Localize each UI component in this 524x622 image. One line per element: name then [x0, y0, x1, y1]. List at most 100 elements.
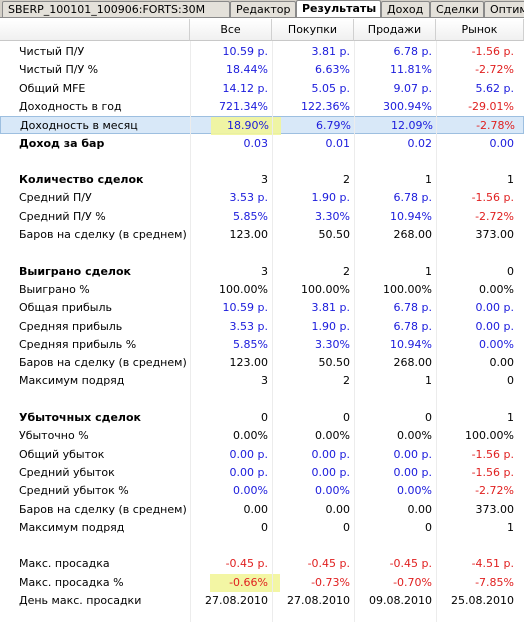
value-buys: 100.00% — [301, 283, 350, 296]
value-buys: 5.05 р. — [311, 82, 350, 95]
column-divider — [190, 41, 191, 622]
value-buys: 50.50 — [318, 228, 351, 241]
spacer-row — [0, 391, 524, 409]
value-buys — [272, 391, 350, 409]
table-row[interactable]: Общий убыток 0.00 р. 0.00 р. 0.00 р. -1.56 р… — [0, 446, 524, 464]
value-all — [190, 537, 268, 555]
value-sells: 268.00 — [393, 228, 433, 241]
value-buys: 0.00% — [315, 484, 350, 497]
header-all[interactable]: Все — [190, 19, 272, 41]
table-row[interactable]: Убыточных сделок 0 0 0 1 — [0, 409, 524, 427]
value-all: -0.66% — [229, 576, 268, 589]
table-row[interactable]: Баров на сделку (в среднем) 123.00 50.50 26… — [0, 354, 524, 372]
table-row[interactable]: День макс. просадки 27.08.2010 27.08.2010 0… — [0, 592, 524, 610]
row-label: Доходность в месяц — [20, 119, 138, 132]
table-row[interactable]: Количество сделок 3 2 1 1 — [0, 171, 524, 189]
header-market[interactable]: Рынок — [436, 19, 524, 41]
value-market — [436, 391, 514, 409]
header-label-column[interactable] — [0, 19, 190, 41]
value-sells: 300.94% — [383, 100, 432, 113]
table-row[interactable]: Средний убыток % 0.00% 0.00% 0.00% -2.72% — [0, 482, 524, 500]
table-row[interactable]: Средний П/У % 5.85% 3.30% 10.94% -2.72% — [0, 208, 524, 226]
row-label: Баров на сделку (в среднем) — [19, 356, 187, 369]
tab-income[interactable]: Доход — [381, 1, 430, 17]
value-all: 27.08.2010 — [205, 594, 268, 607]
value-market: -2.72% — [475, 63, 514, 76]
table-row[interactable]: Чистый П/У 10.59 р. 3.81 р. 6.78 р. -1.56 р. — [0, 43, 524, 61]
table-row[interactable]: Доходность в год 721.34% 122.36% 300.94% -29… — [0, 98, 524, 116]
value-sells: 09.08.2010 — [369, 594, 432, 607]
table-row[interactable]: Выиграно сделок 3 2 1 0 — [0, 263, 524, 281]
table-row[interactable]: Макс. просадка -0.45 р. -0.45 р. -0.45 р. -4… — [0, 555, 524, 573]
table-row[interactable]: Макс. просадка % -0.66% -0.73% -0.70% -7.85% — [0, 574, 524, 592]
table-row[interactable]: Максимум подряд 0 0 0 1 — [0, 519, 524, 537]
header-sells[interactable]: Продажи — [354, 19, 436, 41]
table-row[interactable]: Выиграно % 100.00% 100.00% 100.00% 0.00% — [0, 281, 524, 299]
tab-instrument[interactable]: SBERP_100101_100906:FORTS:30M — [2, 1, 230, 17]
value-market: -2.72% — [475, 484, 514, 497]
value-all: 0.00 — [243, 503, 269, 516]
value-market: 0.00% — [479, 338, 514, 351]
table-row[interactable]: Максимум подряд 3 2 1 0 — [0, 372, 524, 390]
table-row[interactable]: Чистый П/У % 18.44% 6.63% 11.81% -2.72% — [0, 61, 524, 79]
header-buys[interactable]: Покупки — [272, 19, 354, 41]
table-row[interactable]: Средний убыток 0.00 р. 0.00 р. 0.00 р. -1.56… — [0, 464, 524, 482]
value-market: 0.00% — [479, 283, 514, 296]
value-all: 0 — [261, 411, 268, 424]
spacer-row — [0, 244, 524, 262]
value-market: -1.56 р. — [471, 466, 514, 479]
value-sells: 6.78 р. — [393, 191, 432, 204]
table-row[interactable]: Общая прибыль 10.59 р. 3.81 р. 6.78 р. 0.00 … — [0, 299, 524, 317]
value-buys: 27.08.2010 — [287, 594, 350, 607]
value-buys: -0.73% — [311, 576, 350, 589]
value-buys: 3.30% — [315, 210, 350, 223]
value-buys: 2 — [343, 265, 350, 278]
tab-trades[interactable]: Сделки — [430, 1, 484, 17]
value-all: 5.85% — [233, 210, 268, 223]
value-market: 373.00 — [475, 228, 515, 241]
table-row[interactable]: Баров на сделку (в среднем) 123.00 50.50 26… — [0, 226, 524, 244]
value-sells — [354, 244, 432, 262]
row-label: Доход за бар — [19, 137, 105, 150]
table-row[interactable]: Средний П/У 3.53 р. 1.90 р. 6.78 р. -1.56 р. — [0, 189, 524, 207]
table-row[interactable]: Средняя прибыль 3.53 р. 1.90 р. 6.78 р. 0.00… — [0, 318, 524, 336]
value-sells — [354, 153, 432, 171]
row-label: Общий MFE — [19, 82, 86, 95]
value-sells: 0.00 р. — [393, 448, 432, 461]
table-row[interactable]: Средняя прибыль % 5.85% 3.30% 10.94% 0.00% — [0, 336, 524, 354]
value-buys — [272, 244, 350, 262]
value-sells: 6.78 р. — [393, 320, 432, 333]
row-label: Макс. просадка % — [19, 576, 124, 589]
value-sells: 0.02 — [407, 137, 433, 150]
row-label: Максимум подряд — [19, 521, 125, 534]
table-row[interactable]: Убыточно % 0.00% 0.00% 0.00% 100.00% — [0, 427, 524, 445]
table-row[interactable]: Доходность в месяц 18.90% 6.79% 12.09% -2.78… — [0, 116, 524, 135]
row-label: Баров на сделку (в среднем) — [19, 503, 187, 516]
value-all: 0.00% — [233, 484, 268, 497]
tab-optimization[interactable]: Оптим — [484, 1, 524, 17]
value-all: 0 — [261, 521, 268, 534]
value-market: -1.56 р. — [471, 45, 514, 58]
row-label — [19, 244, 197, 262]
tab-editor[interactable]: Редактор — [230, 1, 296, 17]
value-sells: 0 — [425, 411, 432, 424]
row-label — [19, 537, 197, 555]
row-label: Выиграно сделок — [19, 265, 132, 278]
row-label: Максимум подряд — [19, 374, 125, 387]
value-buys: 0.01 — [325, 137, 351, 150]
value-buys: 3.81 р. — [311, 45, 350, 58]
table-row[interactable]: Доход за бар 0.03 0.01 0.02 0.00 — [0, 135, 524, 153]
row-label: Чистый П/У — [19, 45, 85, 58]
value-buys: 50.50 — [318, 356, 351, 369]
value-market: 1 — [507, 173, 514, 186]
value-market: -7.85% — [475, 576, 514, 589]
tab-results[interactable]: Результаты — [296, 0, 381, 17]
value-market: 25.08.2010 — [451, 594, 514, 607]
value-all: 3 — [261, 265, 268, 278]
value-all: 18.44% — [226, 63, 268, 76]
value-all: 721.34% — [219, 100, 268, 113]
row-label: Общая прибыль — [19, 301, 112, 314]
table-row[interactable]: Баров на сделку (в среднем) 0.00 0.00 0.00 3… — [0, 501, 524, 519]
row-label: Средняя прибыль % — [19, 338, 137, 351]
table-row[interactable]: Общий MFE 14.12 р. 5.05 р. 9.07 р. 5.62 р. — [0, 80, 524, 98]
